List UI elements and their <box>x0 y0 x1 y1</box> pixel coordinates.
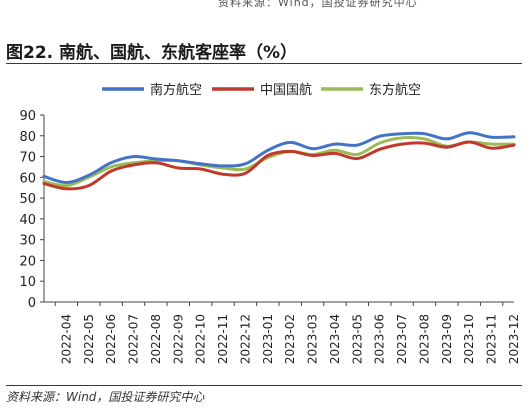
x-tick-label: 2022-09 <box>171 314 185 364</box>
y-tick-label: 50 <box>19 192 36 207</box>
x-tick-label: 2023-10 <box>462 314 476 364</box>
clipped-top-text: 资料来源：Wind，国投证券研究中心 <box>0 0 531 12</box>
x-tick-label: 2022-04 <box>59 314 73 364</box>
x-tick-label: 2023-05 <box>350 314 364 364</box>
x-tick-label: 2022-08 <box>149 314 163 364</box>
x-tick-label: 2023-02 <box>283 314 297 364</box>
y-tick-label: 60 <box>19 171 36 186</box>
x-tick-label: 2022-10 <box>194 314 208 364</box>
x-tick-label: 2022-11 <box>216 314 230 364</box>
y-tick-label: 80 <box>19 130 36 145</box>
y-tick-label: 10 <box>19 275 36 290</box>
x-tick-label: 2023-12 <box>507 314 521 364</box>
figure-title: 图22. 南航、国航、东航客座率（%） <box>6 43 298 63</box>
x-tick-label: 2023-08 <box>417 314 431 364</box>
x-tick-label: 2022-07 <box>127 314 141 364</box>
y-tick-label: 90 <box>19 109 36 124</box>
x-tick-label: 2023-11 <box>485 314 499 364</box>
legend-label-2: 中国国航 <box>260 82 312 98</box>
y-tick-label: 70 <box>19 151 36 166</box>
x-tick-label: 2022-06 <box>104 314 118 364</box>
x-tick-label: 2023-04 <box>328 314 342 364</box>
legend-label-1: 南方航空 <box>150 82 202 98</box>
clipped-header-text: 资料来源：Wind，国投证券研究中心 <box>218 0 418 9</box>
legend-label-3: 东方航空 <box>369 82 421 98</box>
y-tick-label: 40 <box>19 213 36 228</box>
x-tick-label: 2022-12 <box>238 314 252 364</box>
series-line-1 <box>42 131 516 185</box>
series-line-2 <box>42 140 516 191</box>
source-note: 资料来源：Wind，国投证券研究中心 <box>6 390 205 404</box>
x-tick-label: 2023-03 <box>306 314 320 364</box>
y-tick-label: 0 <box>28 296 36 311</box>
y-tick-label: 20 <box>19 254 36 269</box>
x-tick-label: 2022-05 <box>82 314 96 364</box>
y-tick-label: 30 <box>19 234 36 249</box>
title-rule <box>6 63 522 64</box>
x-tick-label: 2023-06 <box>373 314 387 364</box>
x-tick-label: 2023-07 <box>395 314 409 364</box>
x-tick-label: 2023-09 <box>440 314 454 364</box>
source-rule <box>6 385 522 386</box>
x-tick-label: 2023-01 <box>261 314 275 364</box>
